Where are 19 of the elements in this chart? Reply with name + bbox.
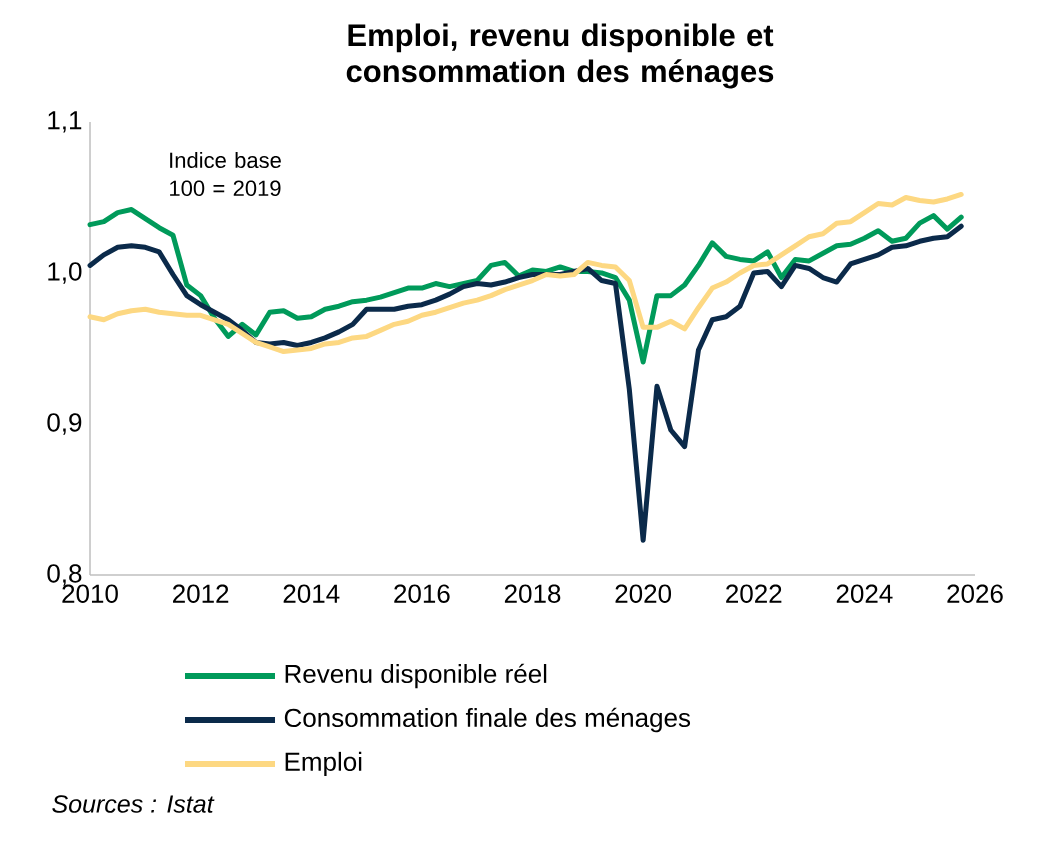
x-tick-label: 2010 (62, 584, 118, 603)
text: Sources : Istat (52, 795, 215, 813)
y-tick-label: 0,8 (47, 564, 82, 586)
legend-label: Revenu disponible réel (285, 663, 547, 689)
y-tick-label: 1,1 (48, 111, 82, 133)
y-tick-label: 1,0 (48, 262, 82, 284)
x-tick-label: 2012 (173, 584, 229, 603)
legend-label: Emploi (285, 751, 362, 777)
legend-label: Consommation finale des ménages (284, 707, 691, 733)
chart-title: Emploi, revenu disponible et consommation des ménages (346, 23, 774, 89)
x-tick-label: 2016 (394, 584, 450, 603)
x-tick-label: 2014 (283, 584, 340, 603)
annotation: Indice base 100 = 2019 (170, 151, 281, 197)
y-tick-label: 0,9 (47, 413, 82, 435)
x-tick-label: 2020 (615, 584, 672, 603)
x-tick-label: 2022 (726, 584, 782, 603)
x-tick-label: 2026 (947, 584, 1003, 603)
x-tick-label: 2018 (504, 584, 561, 603)
x-tick-label: 2024 (836, 584, 893, 603)
